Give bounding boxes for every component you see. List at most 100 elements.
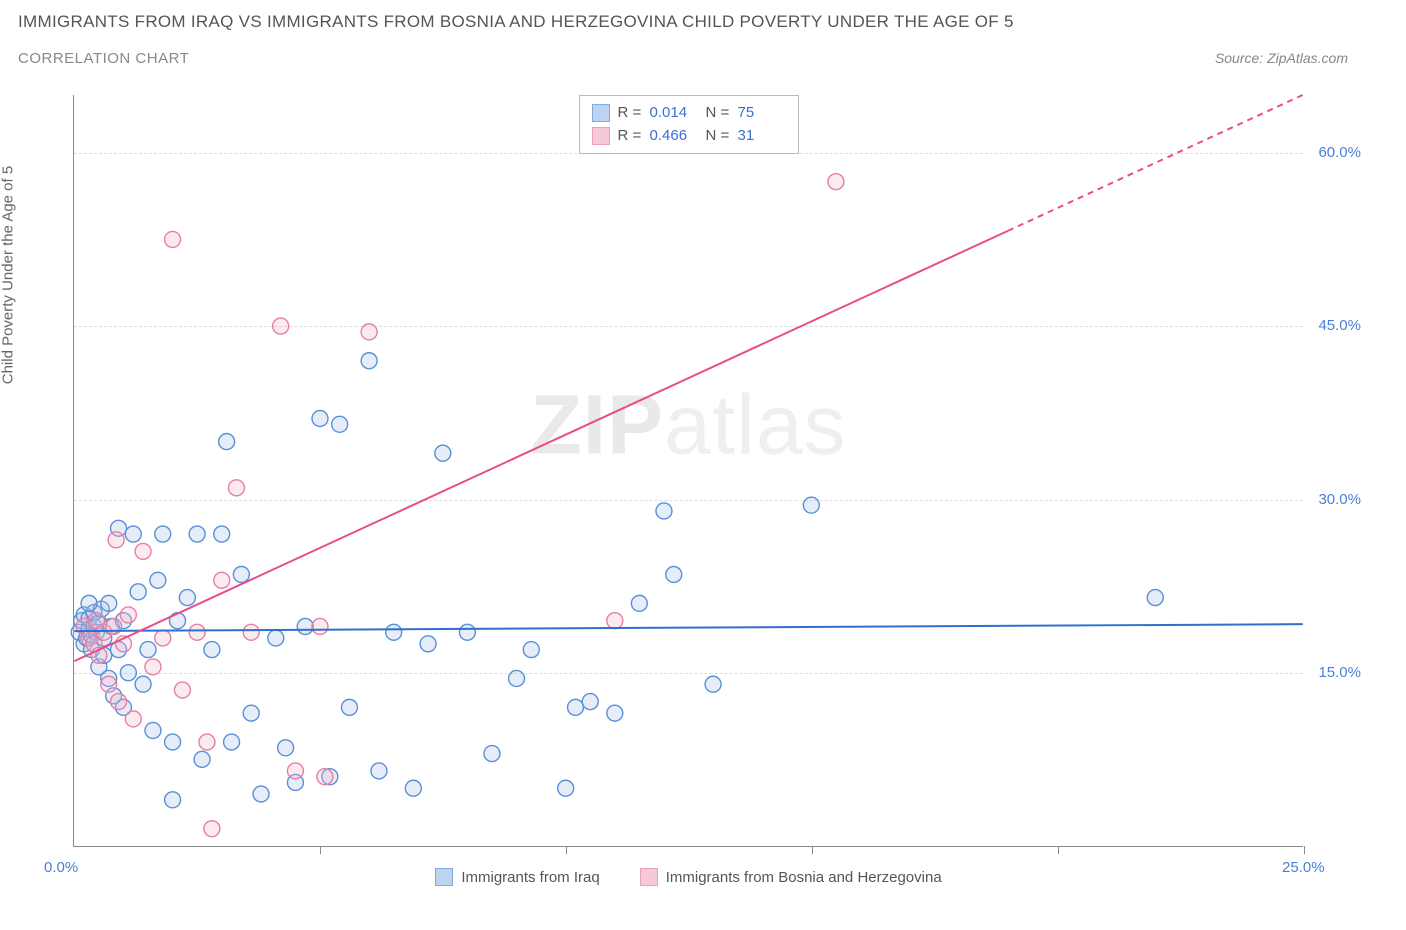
data-point-bosnia <box>243 624 259 640</box>
swatch-bosnia <box>640 868 658 886</box>
data-point-iraq <box>656 503 672 519</box>
data-point-bosnia <box>607 613 623 629</box>
swatch-bosnia <box>592 127 610 145</box>
source-name: ZipAtlas.com <box>1267 50 1348 66</box>
x-tick-label: 25.0% <box>1282 859 1325 876</box>
data-point-bosnia <box>165 231 181 247</box>
r-label: R = <box>618 125 642 148</box>
swatch-iraq <box>435 868 453 886</box>
data-point-iraq <box>165 792 181 808</box>
data-point-iraq <box>214 526 230 542</box>
data-point-bosnia <box>111 694 127 710</box>
data-point-iraq <box>125 526 141 542</box>
data-point-iraq <box>341 699 357 715</box>
data-point-iraq <box>150 572 166 588</box>
y-tick-label: 30.0% <box>1318 491 1361 508</box>
r-value-bosnia: 0.466 <box>650 125 698 148</box>
x-tick-label: 0.0% <box>44 859 78 876</box>
data-point-bosnia <box>174 682 190 698</box>
x-tick <box>812 846 813 854</box>
data-point-iraq <box>145 722 161 738</box>
data-point-bosnia <box>312 618 328 634</box>
data-point-iraq <box>332 416 348 432</box>
data-point-bosnia <box>828 174 844 190</box>
data-point-iraq <box>631 595 647 611</box>
data-point-iraq <box>101 595 117 611</box>
data-point-iraq <box>523 642 539 658</box>
y-axis-label: Child Poverty Under the Age of 5 <box>0 166 17 384</box>
series-legend: Immigrants from Iraq Immigrants from Bosn… <box>74 868 1303 886</box>
y-tick-label: 60.0% <box>1318 144 1361 161</box>
chart-container: Child Poverty Under the Age of 5 ZIPatla… <box>18 85 1388 885</box>
data-point-iraq <box>155 526 171 542</box>
data-point-bosnia <box>125 711 141 727</box>
data-point-iraq <box>179 590 195 606</box>
data-point-bosnia <box>189 624 205 640</box>
data-point-iraq <box>582 694 598 710</box>
x-tick <box>1058 846 1059 854</box>
data-point-bosnia <box>145 659 161 675</box>
data-point-iraq <box>243 705 259 721</box>
chart-title: IMMIGRANTS FROM IRAQ VS IMMIGRANTS FROM … <box>18 12 1388 32</box>
n-value-iraq: 75 <box>738 102 786 125</box>
r-label: R = <box>618 102 642 125</box>
data-point-bosnia <box>228 480 244 496</box>
trendline-iraq <box>74 624 1302 631</box>
legend-item-bosnia: Immigrants from Bosnia and Herzegovina <box>640 868 942 886</box>
data-point-iraq <box>297 618 313 634</box>
n-value-bosnia: 31 <box>738 125 786 148</box>
data-point-iraq <box>312 411 328 427</box>
data-point-bosnia <box>317 769 333 785</box>
data-point-bosnia <box>155 630 171 646</box>
source-attribution: Source: ZipAtlas.com <box>1215 50 1348 66</box>
data-point-iraq <box>509 670 525 686</box>
stats-row-iraq: R =0.014N =75 <box>592 102 786 125</box>
data-point-iraq <box>666 566 682 582</box>
data-point-iraq <box>140 642 156 658</box>
stats-row-bosnia: R = 0.466 N = 31 <box>592 125 786 148</box>
data-point-iraq <box>224 734 240 750</box>
chart-subtitle: CORRELATION CHART <box>18 50 189 67</box>
swatch-iraq <box>592 104 610 122</box>
data-point-iraq <box>253 786 269 802</box>
data-point-iraq <box>120 665 136 681</box>
data-point-bosnia <box>120 607 136 623</box>
data-point-bosnia <box>361 324 377 340</box>
trendline-bosnia <box>74 231 1008 661</box>
data-point-iraq <box>568 699 584 715</box>
data-point-iraq <box>371 763 387 779</box>
plot-area: ZIPatlas R =0.014N =75R =0.466N =31 Immi… <box>73 95 1303 847</box>
data-point-iraq <box>204 642 220 658</box>
data-point-iraq <box>135 676 151 692</box>
data-point-iraq <box>219 434 235 450</box>
scatter-svg <box>74 95 1303 846</box>
data-point-iraq <box>405 780 421 796</box>
data-point-iraq <box>607 705 623 721</box>
data-point-iraq <box>81 595 97 611</box>
data-point-bosnia <box>135 543 151 559</box>
legend-label-iraq: Immigrants from Iraq <box>461 869 599 886</box>
data-point-iraq <box>361 353 377 369</box>
data-point-iraq <box>386 624 402 640</box>
data-point-iraq <box>1147 590 1163 606</box>
data-point-iraq <box>435 445 451 461</box>
data-point-bosnia <box>101 676 117 692</box>
data-point-bosnia <box>199 734 215 750</box>
data-point-iraq <box>803 497 819 513</box>
trendline-bosnia-dashed <box>1008 95 1303 231</box>
x-tick <box>566 846 567 854</box>
stats-legend: R =0.014N =75R =0.466N =31 <box>579 95 799 154</box>
data-point-iraq <box>189 526 205 542</box>
data-point-bosnia <box>106 618 122 634</box>
data-point-bosnia <box>108 532 124 548</box>
y-tick-label: 45.0% <box>1318 317 1361 334</box>
data-point-iraq <box>558 780 574 796</box>
n-label: N = <box>706 125 730 148</box>
data-point-iraq <box>194 751 210 767</box>
data-point-iraq <box>165 734 181 750</box>
n-label: N = <box>706 102 730 125</box>
x-tick <box>320 846 321 854</box>
source-label: Source: <box>1215 50 1263 66</box>
data-point-iraq <box>420 636 436 652</box>
data-point-iraq <box>705 676 721 692</box>
